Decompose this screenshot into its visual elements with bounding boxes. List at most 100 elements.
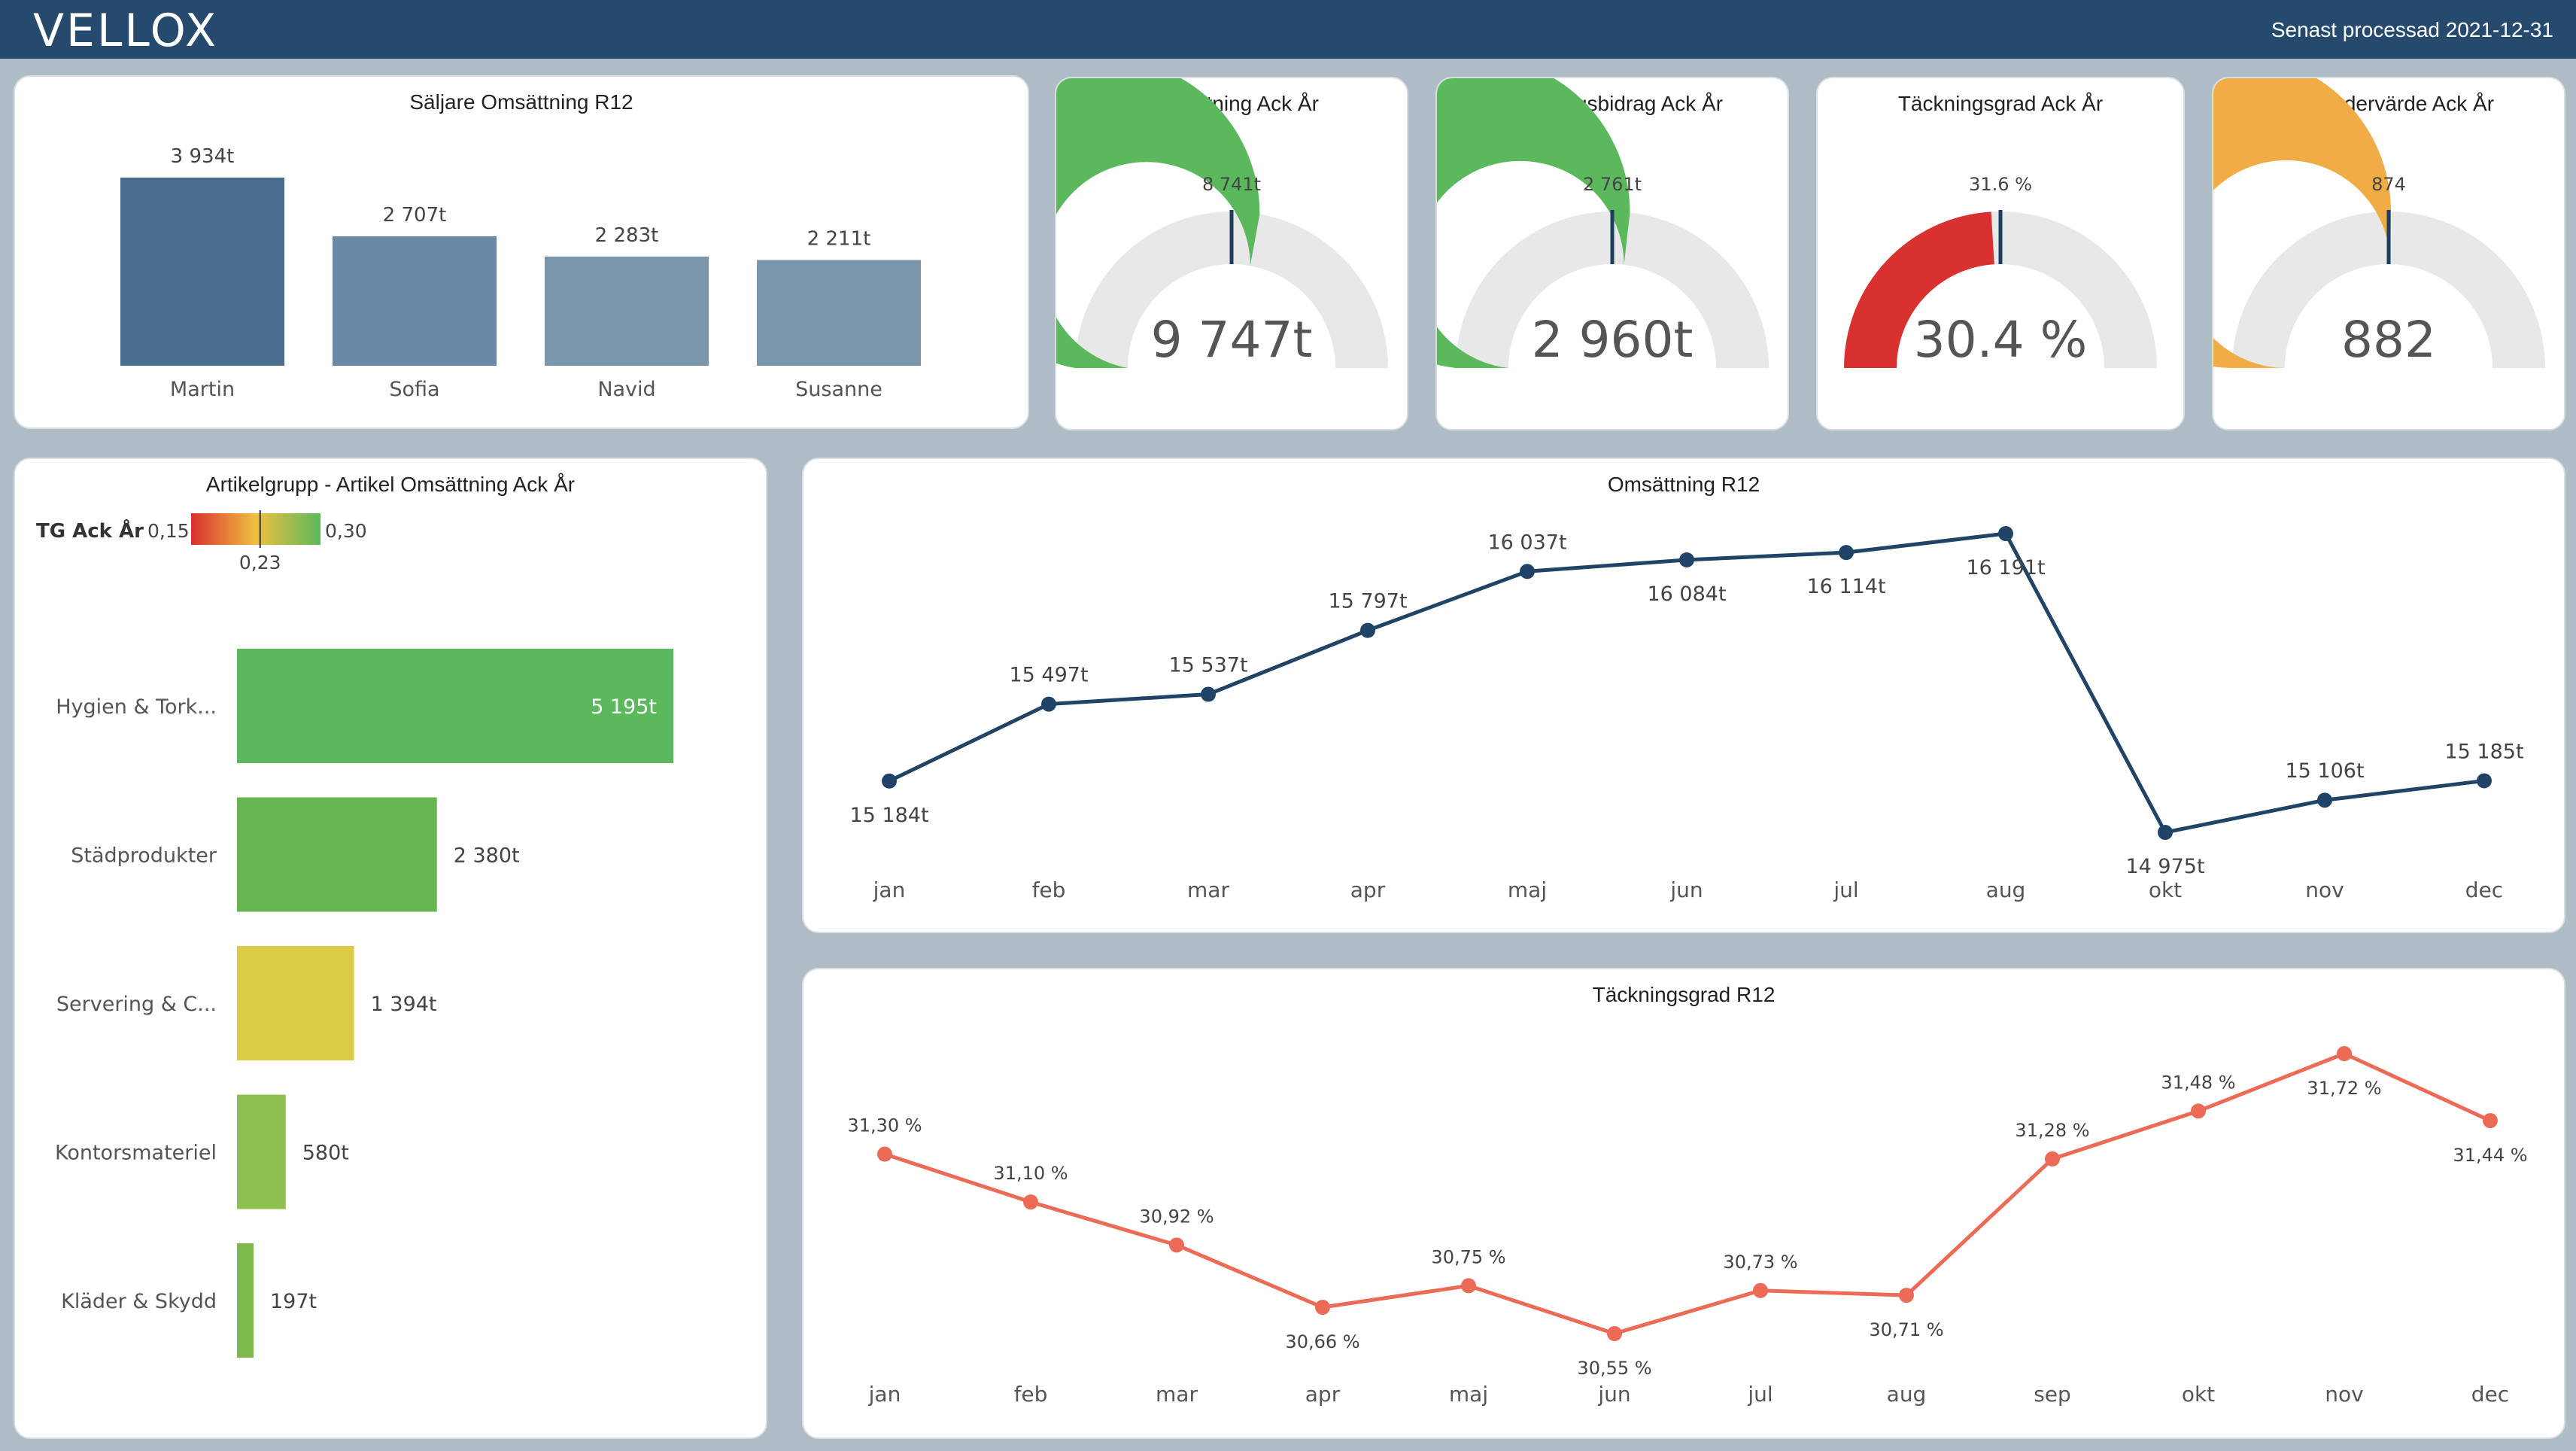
x-tick-label: maj (1449, 1382, 1488, 1407)
data-point (1520, 564, 1535, 579)
data-label: 15 184t (849, 804, 928, 827)
margin-r12-card[interactable]: Täckningsgrad R12 31,30 % jan 31,10 % feb 30… (802, 968, 2565, 1439)
gauge-value-arc (1437, 78, 1630, 368)
x-tick-label: sep (2034, 1382, 2071, 1407)
data-point (1023, 1194, 1038, 1210)
card-title: Omsättning R12 (1607, 473, 1760, 496)
data-label: 16 084t (1647, 583, 1726, 606)
bar-category-label: Hygien & Tork... (56, 695, 217, 719)
data-label: 31,72 % (2307, 1078, 2381, 1099)
salesperson-bar-chart: 3 934t Martin 2 707t Sofia 2 283t Navid 2 211t… (120, 145, 921, 401)
series-line (884, 1051, 2492, 1336)
bar-category-label: Kläder & Skydd (61, 1290, 217, 1313)
revenue-r12-line-chart: 15 184t jan 15 497t feb 15 537t mar 15 797t apr… (849, 526, 2524, 902)
gauge-value-arc (1844, 211, 1994, 368)
gauge-background-arc (1075, 211, 1388, 368)
x-tick-label: mar (1187, 878, 1229, 902)
data-point (1998, 526, 2013, 541)
gauge-card-contribution[interactable]: Täckningsbidrag Ack År 2 761t 2 960t (1435, 77, 1789, 430)
bar-sofia (333, 236, 497, 366)
data-point (1839, 545, 1854, 561)
avg-order-gauge: 874 882 (2213, 78, 2545, 369)
card-title: Artikelgrupp - Artikel Omsättning Ack År (205, 473, 576, 496)
bar-category-label: Städprodukter (71, 844, 217, 868)
bar-value-label: 3 934t (171, 145, 235, 168)
data-point (1041, 696, 1056, 712)
data-label: 16 114t (1806, 575, 1885, 598)
legend-gradient (191, 513, 320, 545)
x-tick-label: aug (1986, 878, 2026, 902)
x-tick-label: maj (1508, 878, 1547, 902)
series-line (888, 531, 2485, 835)
x-tick-label: okt (2149, 878, 2182, 902)
gauge-value-label: 9 747t (1151, 311, 1313, 369)
data-point (2337, 1046, 2352, 1061)
x-tick-label: jan (868, 1382, 901, 1407)
legend-min-label: 0,15 (147, 520, 190, 542)
data-label: 30,75 % (1431, 1246, 1505, 1267)
data-point (1607, 1326, 1622, 1341)
gauge-value-arc (2213, 78, 2391, 368)
legend-max-label: 0,30 (325, 520, 367, 542)
gauge-card-margin[interactable]: Täckningsgrad Ack År 31.6 % 30.4 % (1816, 77, 2185, 430)
x-tick-label: feb (1014, 1382, 1048, 1407)
x-tick-label: nov (2305, 878, 2344, 902)
data-label: 31,28 % (2015, 1120, 2089, 1141)
salesperson-revenue-card[interactable]: Säljare Omsättning R12 3 934t Martin 2 707… (14, 75, 1029, 429)
gauge-target-label: 874 (2371, 174, 2406, 195)
bar-article-group (237, 649, 673, 763)
data-point (882, 773, 897, 789)
gauge-target-label: 31.6 % (1969, 174, 2032, 195)
bar-susanne (757, 260, 921, 366)
bar-value-label: 5 195t (591, 695, 657, 719)
data-label: 30,55 % (1577, 1358, 1651, 1379)
x-tick-label: jun (1669, 878, 1703, 902)
data-label: 15 106t (2285, 759, 2364, 783)
bar-article-group (237, 1094, 286, 1209)
data-label: 16 037t (1487, 531, 1566, 554)
bar-value-label: 2 283t (595, 224, 659, 247)
legend-label: TG Ack År (36, 519, 144, 543)
bar-article-group (237, 1243, 254, 1358)
x-tick-label: apr (1350, 878, 1386, 902)
gauge-background-arc (2232, 211, 2545, 368)
revenue-r12-card[interactable]: Omsättning R12 15 184t jan 15 497t feb 15 53… (802, 458, 2565, 933)
data-point (2191, 1103, 2206, 1119)
article-group-card[interactable]: Artikelgrupp - Artikel Omsättning Ack År… (14, 458, 767, 1439)
gauge-card-revenue[interactable]: Omsättning Ack År 8 741t 9 747t (1055, 77, 1408, 430)
bar-martin (120, 178, 284, 366)
x-tick-label: jan (873, 878, 906, 902)
data-point (2477, 773, 2492, 789)
data-point (1899, 1288, 1914, 1303)
gauge-background-arc (1456, 211, 1769, 368)
x-tick-label: dec (2465, 878, 2503, 902)
data-point (2483, 1113, 2498, 1129)
data-label: 31,44 % (2453, 1145, 2527, 1166)
data-point (2045, 1151, 2060, 1167)
data-label: 15 797t (1328, 590, 1407, 613)
x-tick-label: jul (1747, 1382, 1773, 1407)
data-label: 31,10 % (993, 1163, 1068, 1184)
revenue-gauge: 8 741t 9 747t (1056, 78, 1388, 369)
data-point (1315, 1300, 1330, 1316)
gauge-card-avg-order[interactable]: Snittordervärde Ack År 874 882 (2212, 77, 2565, 430)
bar-navid (545, 256, 709, 366)
data-label: 30,66 % (1285, 1331, 1359, 1352)
x-tick-label: aug (1887, 1382, 1927, 1407)
data-point (1169, 1237, 1184, 1253)
x-tick-label: nov (2325, 1382, 2363, 1407)
data-point (1360, 622, 1375, 638)
bar-value-label: 2 211t (807, 227, 871, 250)
bar-value-label: 2 380t (454, 844, 520, 868)
data-label: 14 975t (2125, 855, 2204, 878)
data-point (2317, 792, 2332, 808)
data-label: 31,30 % (847, 1115, 922, 1136)
data-point (1201, 686, 1216, 702)
bar-value-label: 1 394t (371, 993, 437, 1016)
data-label: 15 185t (2444, 740, 2523, 763)
x-tick-label: mar (1156, 1382, 1198, 1407)
x-tick-label: feb (1032, 878, 1066, 902)
bar-value-label: 197t (270, 1290, 317, 1313)
bar-category-label: Sofia (389, 378, 439, 401)
data-label: 31,48 % (2161, 1072, 2235, 1093)
